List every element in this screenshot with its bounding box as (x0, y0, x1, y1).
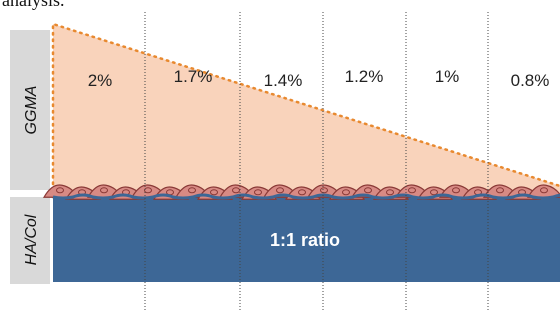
figure: analysis. GGMA HA/Col 2% 1.7% 1.4% 1.2% 1% 0.… (0, 0, 560, 311)
page: analysis. GGMA HA/Col 2% 1.7% 1.4% 1.2% 1% 0.… (0, 0, 560, 311)
percent-label: 1.2% (345, 67, 384, 86)
ggma-gradient (53, 24, 560, 197)
percent-label: 1.4% (264, 71, 303, 90)
percent-label: 1.7% (174, 67, 213, 86)
percent-label: 1% (435, 67, 460, 86)
hacol-label: HA/Col (23, 214, 40, 265)
ggma-label: GGMA (23, 86, 40, 135)
percent-label: 2% (88, 71, 113, 90)
caption-fragment: analysis. (2, 0, 65, 10)
percent-label: 0.8% (511, 71, 550, 90)
ratio-label: 1:1 ratio (270, 230, 340, 250)
